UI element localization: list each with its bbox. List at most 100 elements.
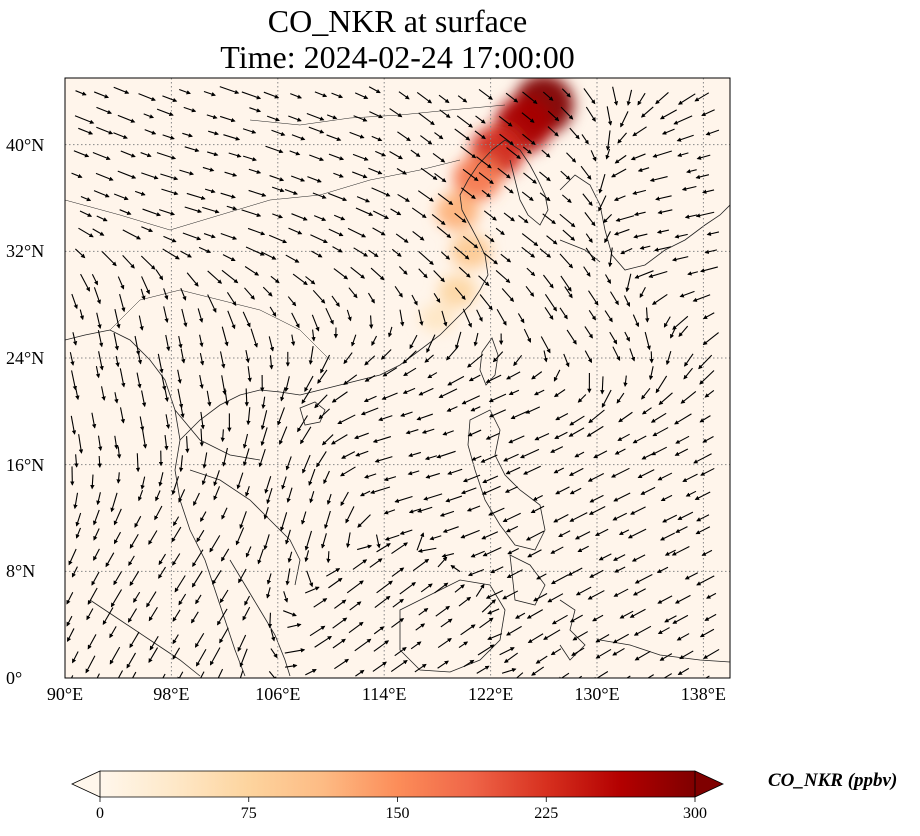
wind-vector	[674, 448, 689, 456]
wind-vector	[566, 152, 577, 163]
wind-vector	[71, 566, 78, 578]
wind-vector	[371, 187, 391, 197]
wind-vector	[328, 228, 344, 237]
wind-vector	[324, 510, 331, 530]
wind-vector	[91, 274, 98, 286]
wind-vector	[547, 126, 559, 137]
latitude-tick-label: 40°N	[6, 134, 45, 155]
wind-vector	[391, 248, 402, 257]
longitude-tick-label: 130°E	[574, 684, 620, 704]
colorbar-tick-label: 150	[385, 805, 410, 822]
wind-vector	[613, 228, 630, 236]
wind-vector	[244, 595, 251, 606]
wind-vector	[357, 544, 373, 551]
wind-vector	[706, 231, 720, 236]
wind-vector	[612, 647, 625, 656]
wind-vector	[416, 91, 433, 104]
wind-vector	[394, 647, 407, 657]
wind-vector	[522, 133, 536, 146]
wind-vector	[157, 353, 164, 374]
wind-vector	[625, 273, 632, 293]
wind-vector	[308, 126, 325, 134]
wind-vector	[481, 599, 496, 613]
wind-vector	[75, 90, 87, 96]
wind-vector	[481, 485, 501, 495]
wind-vector	[506, 569, 523, 579]
wind-vector	[442, 430, 454, 436]
wind-vector	[182, 132, 193, 138]
wind-vector	[479, 294, 493, 311]
wind-vector	[652, 427, 669, 437]
wind-vector	[96, 492, 101, 506]
wind-vector	[623, 375, 628, 387]
wind-vector	[492, 351, 504, 363]
wind-vector	[260, 410, 268, 430]
wind-vector	[611, 168, 627, 178]
wind-vector	[75, 387, 80, 401]
wind-vector	[588, 290, 599, 306]
wind-vector	[348, 621, 364, 634]
wind-vector	[305, 669, 317, 676]
wind-vector	[207, 270, 223, 284]
wind-vector	[485, 590, 504, 599]
wind-vector	[180, 287, 187, 301]
wind-vector	[185, 436, 190, 454]
wind-vector	[306, 112, 325, 121]
wind-vector	[641, 387, 651, 400]
wind-vector	[569, 487, 582, 495]
wind-vector	[402, 387, 416, 394]
wind-vector	[436, 226, 452, 239]
wind-vector	[416, 532, 425, 551]
wind-vector	[495, 227, 505, 236]
wind-vector	[332, 617, 348, 629]
wind-vector	[343, 374, 358, 385]
wind-vector	[237, 634, 247, 652]
wind-vector	[227, 310, 236, 330]
wind-vector	[110, 492, 118, 513]
wind-vector	[291, 312, 300, 329]
wind-vector	[503, 185, 514, 194]
wind-vector	[328, 192, 348, 202]
wind-vector	[418, 309, 424, 326]
wind-vector	[378, 415, 393, 422]
wind-vector	[547, 110, 560, 122]
wind-vector	[209, 647, 221, 666]
wind-vector	[562, 229, 576, 241]
wind-vector	[518, 214, 529, 224]
wind-vector	[302, 454, 311, 474]
wind-vector	[313, 215, 327, 221]
wind-vector	[651, 294, 668, 305]
wind-vector	[659, 109, 677, 120]
wind-vector	[694, 491, 711, 500]
wind-vector	[284, 188, 298, 195]
wind-vector	[641, 407, 652, 415]
wind-vector	[592, 671, 609, 678]
wind-vector	[72, 332, 78, 346]
wind-vector	[341, 451, 356, 459]
wind-vector	[670, 327, 676, 339]
wind-vector	[193, 492, 200, 506]
wind-vector	[471, 455, 482, 461]
wind-vector	[383, 509, 396, 515]
wind-vector	[660, 494, 673, 502]
co-plume-cell	[435, 192, 479, 231]
wind-vector	[320, 354, 331, 374]
wind-vector	[433, 293, 441, 304]
wind-vector	[309, 625, 326, 637]
wind-vector	[172, 634, 179, 645]
wind-vector	[74, 115, 95, 124]
wind-vector	[129, 571, 140, 587]
wind-vector	[226, 292, 237, 306]
wind-vector	[269, 355, 274, 370]
wind-vector	[632, 126, 647, 137]
colorbar-max-extension	[694, 770, 724, 798]
wind-vector	[113, 508, 122, 526]
wind-vector	[387, 326, 393, 338]
wind-vector	[506, 625, 522, 636]
wind-vector	[203, 90, 216, 97]
wind-vector	[482, 475, 499, 484]
wind-vector	[141, 226, 154, 233]
wind-vector	[553, 514, 569, 523]
wind-vector	[220, 429, 225, 443]
latitude-tick-label: 0°	[6, 668, 23, 688]
